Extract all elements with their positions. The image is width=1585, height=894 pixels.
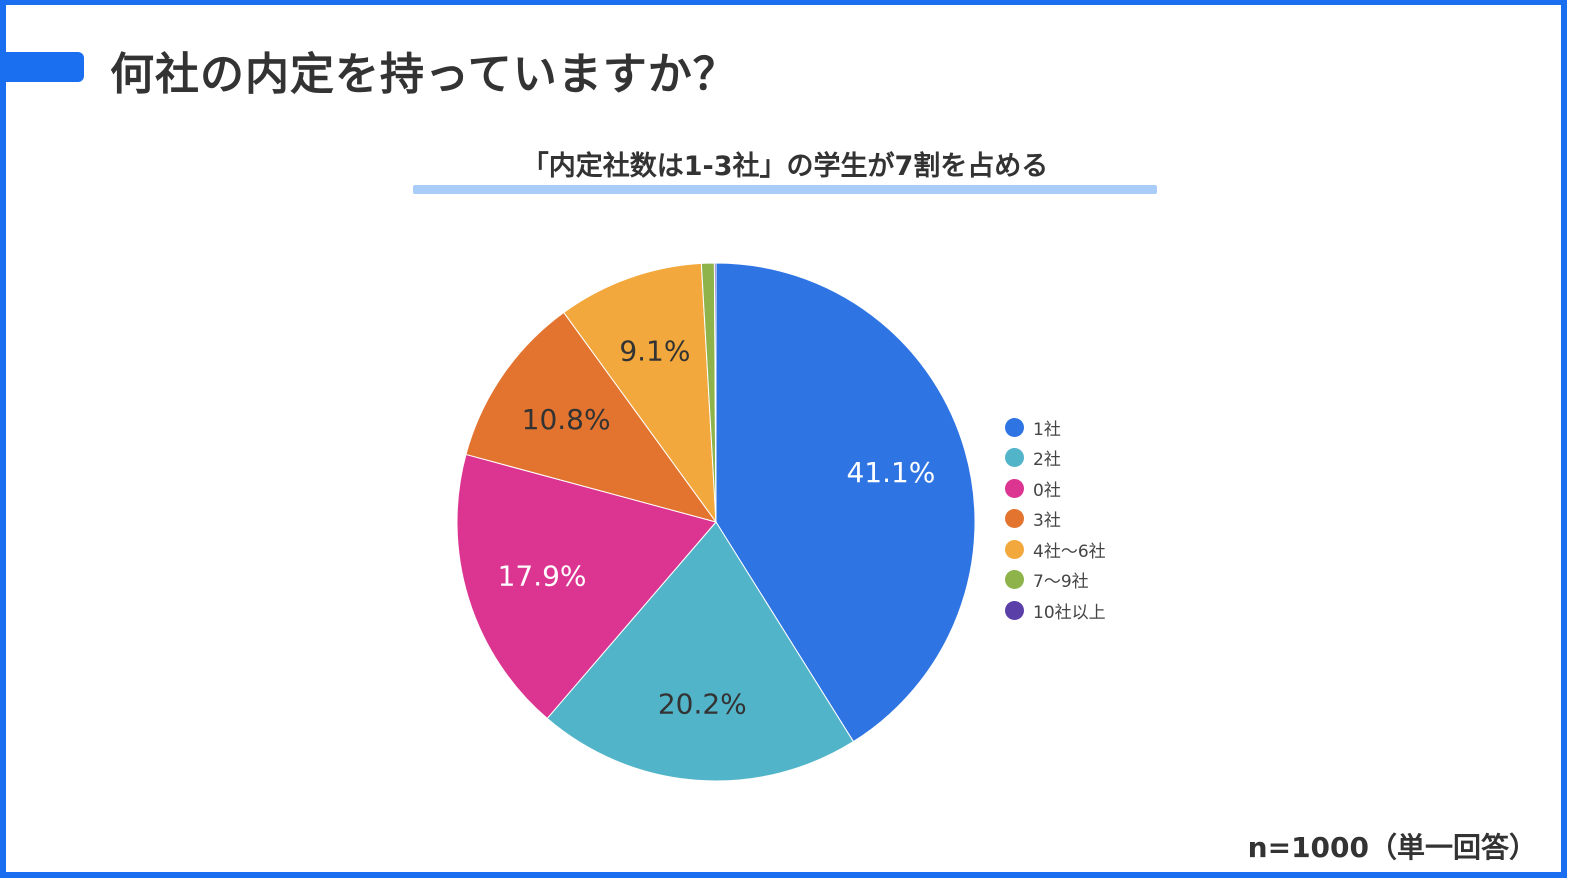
- chart-legend: 1社 2社 0社 3社 4社〜6社 7〜9社 10社以上: [1005, 417, 1106, 631]
- pie-slice: [563, 262, 717, 524]
- sample-size-note: n=1000（単一回答）: [1247, 831, 1537, 864]
- chart-title: 「内定社数は1-3社」の学生が7割を占める: [521, 151, 1049, 182]
- legend-label: 2社: [1033, 450, 1061, 471]
- legend-swatch: [1005, 509, 1024, 529]
- legend-item: 1社: [1005, 417, 1106, 440]
- legend-label: 1社: [1033, 419, 1061, 440]
- legend-item: 2社: [1005, 448, 1106, 471]
- legend-swatch: [1005, 448, 1024, 468]
- legend-item: 3社: [1005, 509, 1106, 532]
- legend-label: 7〜9社: [1033, 572, 1089, 593]
- legend-swatch: [1005, 417, 1024, 437]
- slice-label: 20.2%: [658, 687, 747, 720]
- slice-label: 41.1%: [846, 456, 935, 489]
- pie-slice: [456, 453, 717, 720]
- slice-label: 10.8%: [522, 403, 611, 436]
- legend-label: 3社: [1033, 511, 1061, 532]
- legend-label: 10社以上: [1033, 603, 1106, 624]
- legend-label: 0社: [1033, 480, 1061, 501]
- pie-slice: [546, 521, 855, 782]
- legend-swatch: [1005, 570, 1024, 590]
- legend-swatch: [1005, 539, 1024, 559]
- chart-title-underline: [413, 185, 1157, 194]
- slice-label: 9.1%: [619, 335, 690, 368]
- legend-swatch: [1005, 601, 1024, 621]
- legend-swatch: [1005, 478, 1024, 498]
- legend-item: 7〜9社: [1005, 570, 1106, 593]
- page-title: 何社の内定を持っていますか？: [110, 49, 738, 100]
- legend-label: 4社〜6社: [1033, 541, 1106, 562]
- slice-label: 17.9%: [498, 560, 587, 593]
- title-accent-bar: [0, 52, 84, 82]
- pie-slice: [713, 262, 717, 523]
- pie-slice: [715, 262, 976, 743]
- legend-item: 0社: [1005, 478, 1106, 501]
- pie-slice: [465, 311, 718, 523]
- legend-item: 4社〜6社: [1005, 539, 1106, 562]
- legend-item: 10社以上: [1005, 601, 1106, 624]
